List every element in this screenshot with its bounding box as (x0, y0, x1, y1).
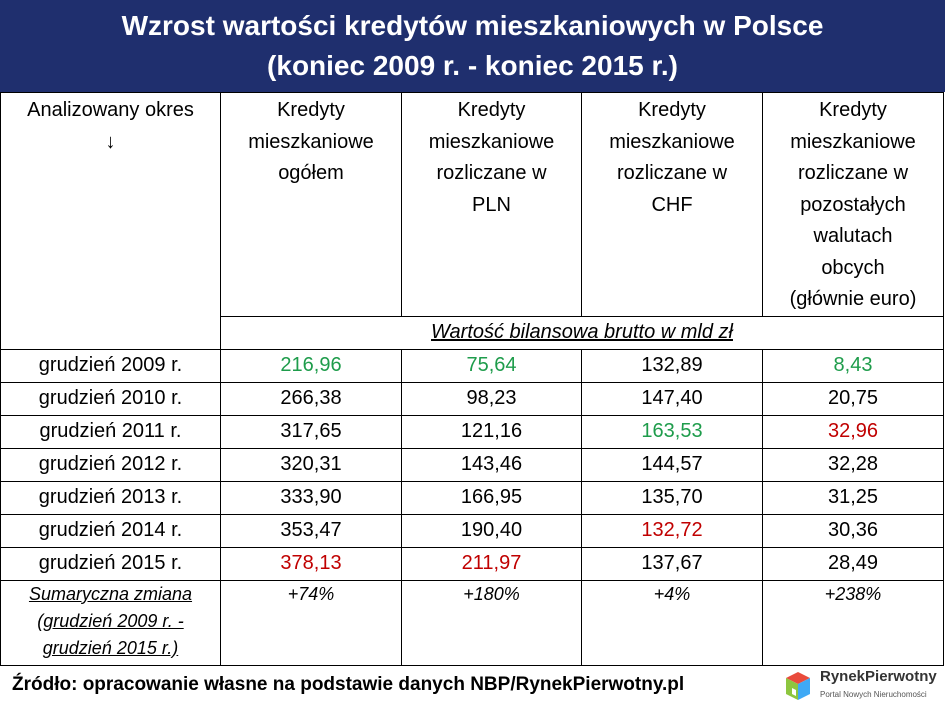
value-cell: 28,49 (762, 546, 944, 581)
value-cell: 190,40 (401, 513, 582, 548)
data-row: grudzień 2009 r. 216,96 75,64 132,89 8,43 (0, 348, 944, 383)
title-line: (koniec 2009 r. - koniec 2015 r.) (267, 50, 678, 81)
value-cell: 30,36 (762, 513, 944, 548)
header-line: Analizowany okres (27, 99, 194, 121)
value-cell: 216,96 (220, 348, 402, 383)
header-line: ogółem (278, 162, 344, 184)
header-cell: Kredyty mieszkaniowe rozliczane w PLN (401, 92, 582, 317)
header-line: mieszkaniowe (248, 130, 374, 153)
period-cell: grudzień 2012 r. (0, 447, 221, 482)
header-line: obcych (821, 256, 885, 279)
value-cell: 163,53 (581, 414, 763, 449)
value-cell: 137,67 (581, 546, 763, 581)
header-cell: Kredyty mieszkaniowe rozliczane w pozostały… (762, 92, 944, 317)
data-row: grudzień 2010 r. 266,38 98,23 147,40 20,75 (0, 381, 944, 416)
period-cell: grudzień 2015 r. (0, 546, 221, 581)
unit-row: Wartość bilansowa brutto w mld zł (1, 315, 944, 350)
unit: Wartość bilansowa brutto w mld zł (220, 315, 944, 350)
summary-row: Sumaryczna zmiana (grudzień 2009 r. - grud… (0, 579, 944, 666)
value-cell: 31,25 (762, 480, 944, 515)
value-cell: 143,46 (401, 447, 582, 482)
logo-icon (786, 672, 810, 700)
value-cell: 8,43 (762, 348, 944, 383)
value-cell: 135,70 (581, 480, 763, 515)
summary-line: Sumaryczna zmiana (28, 583, 193, 604)
header-line: CHF (651, 193, 693, 216)
header-line: rozliczane w (616, 162, 728, 184)
value-cell: 320,31 (220, 447, 402, 482)
value-cell: 317,65 (220, 414, 402, 449)
logo: RynekPierwotny Portal Nowych Nieruchomoś… (782, 668, 942, 706)
title-bar: Wzrost wartości kredytów mieszkaniowych … (0, 0, 945, 92)
header-row: Analizowany okres ↓ Kredyty mieszkaniowe ogó… (0, 92, 944, 350)
summary-value: +238% (762, 579, 944, 666)
value-cell: 132,89 (581, 348, 763, 383)
header-line: (głównie euro) (789, 288, 917, 310)
value-cell: 266,38 (220, 381, 402, 416)
value-cell: 32,96 (762, 414, 944, 449)
period-cell: grudzień 2010 r. (0, 381, 221, 416)
logo-name: RynekPierwotny (820, 668, 937, 685)
header-line: Kredyty (277, 99, 345, 121)
data-row: grudzień 2015 r. 378,13 211,97 137,67 28,49 (0, 546, 944, 581)
logo-tagline: Portal Nowych Nieruchomości (820, 690, 927, 699)
summary-label: Sumaryczna zmiana (grudzień 2009 r. - grud… (0, 579, 221, 666)
header-line: rozliczane w (436, 162, 547, 184)
header-line: pozostałych (800, 193, 906, 216)
header-line: Kredyty (819, 99, 887, 121)
header-cell: Analizowany okres ↓ (0, 92, 221, 350)
header-line: mieszkaniowe (609, 130, 735, 153)
data-row: grudzień 2012 r. 320,31 143,46 144,57 32,28 (0, 447, 944, 482)
value-cell: 121,16 (401, 414, 582, 449)
header-line: PLN (472, 193, 511, 216)
header-line: rozliczane w (797, 162, 909, 184)
value-cell: 166,95 (401, 480, 582, 515)
period-cell: grudzień 2009 r. (0, 348, 221, 383)
value-cell: 32,28 (762, 447, 944, 482)
value-cell: 378,13 (220, 546, 402, 581)
value-cell: 144,57 (581, 447, 763, 482)
data-table: Analizowany okres ↓ Kredyty mieszkaniowe ogó… (0, 92, 944, 666)
value-cell: 353,47 (220, 513, 402, 548)
header-line: walutach (813, 225, 893, 247)
value-cell: 211,97 (401, 546, 582, 581)
data-row: grudzień 2014 r. 353,47 190,40 132,72 30,36 (0, 513, 944, 548)
source: Źródło: opracowanie własne na podstawie … (12, 674, 685, 695)
value-cell: 333,90 (220, 480, 402, 515)
summary-value: +180% (401, 579, 582, 666)
value-cell: 20,75 (762, 381, 944, 416)
header-cell: Kredyty mieszkaniowe rozliczane w CHF (581, 92, 763, 317)
header-line: Kredyty (638, 99, 706, 121)
header-line: ↓ (105, 130, 116, 153)
period-cell: grudzień 2011 r. (0, 414, 221, 449)
header-line: mieszkaniowe (428, 130, 555, 153)
data-row: grudzień 2013 r. 333,90 166,95 135,70 31,25 (0, 480, 944, 515)
summary-value: +74% (220, 579, 402, 666)
header-line: Kredyty (457, 99, 526, 121)
data-row: grudzień 2011 r. 317,65 121,16 163,53 32,96 (0, 414, 944, 449)
summary-value: +4% (581, 579, 763, 666)
value-cell: 75,64 (401, 348, 582, 383)
title-line: Wzrost wartości kredytów mieszkaniowych … (121, 10, 824, 41)
summary-line: (grudzień 2009 r. - (37, 610, 184, 631)
value-cell: 147,40 (581, 381, 763, 416)
header-line: mieszkaniowe (790, 130, 916, 153)
header-cell: Kredyty mieszkaniowe ogółem (220, 92, 402, 317)
value-cell: 98,23 (401, 381, 582, 416)
value-cell: 132,72 (581, 513, 763, 548)
period-cell: grudzień 2014 r. (0, 513, 221, 548)
period-cell: grudzień 2013 r. (0, 480, 221, 515)
summary-line: grudzień 2015 r.) (42, 637, 179, 658)
